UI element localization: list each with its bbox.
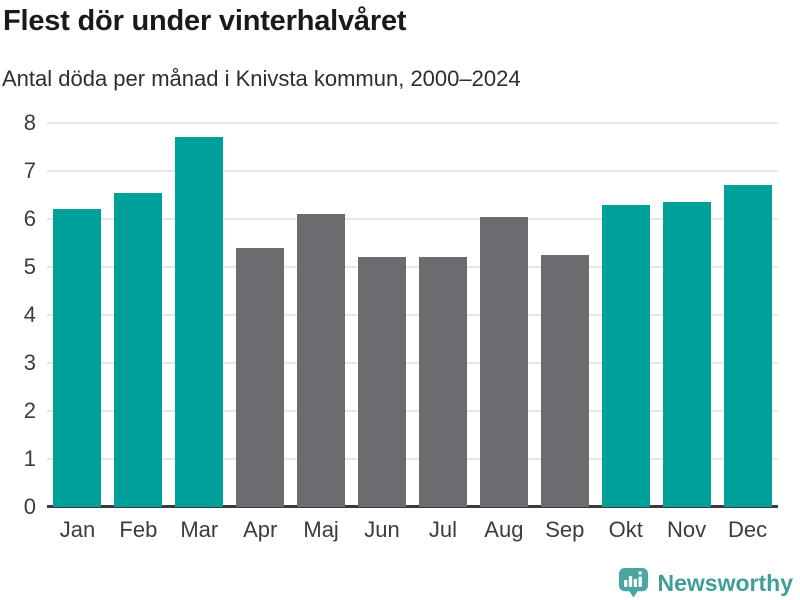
- bar-dec: [723, 185, 772, 507]
- plot-area: 0 1 2 3 4 5 6 7 8 Jan Feb Mar Apr Maj Jun Jul Aug Sep Okt N…: [24, 112, 778, 541]
- x-axis-line: [47, 505, 778, 508]
- x-tick-label-jul: Jul: [428, 517, 458, 542]
- gridline-y2: [47, 410, 778, 412]
- bar-nov: [662, 202, 711, 507]
- gridline-y5: [47, 266, 778, 268]
- chart-subtitle: Antal döda per månad i Knivsta kommun, 2…: [2, 66, 521, 91]
- x-tick-label-jan: Jan: [59, 517, 96, 542]
- bar-jul: [418, 257, 467, 507]
- x-tick-label-aug: Aug: [484, 517, 524, 542]
- x-tick-label-jun: Jun: [364, 517, 400, 542]
- y-tick-label-0: 0: [23, 494, 36, 519]
- gridline-y1: [47, 458, 778, 460]
- x-tick-label-mar: Mar: [180, 517, 219, 542]
- x-tick-label-nov: Nov: [667, 517, 707, 542]
- y-tick-label-2: 2: [23, 398, 36, 423]
- gridline-y6: [47, 218, 778, 220]
- y-tick-label-7: 7: [23, 158, 36, 183]
- newsworthy-logo[interactable]: Newsworthy: [618, 567, 793, 598]
- bar-apr: [236, 247, 285, 507]
- bar-mar: [175, 137, 224, 507]
- chart-title: Flest dör under vinterhalvåret: [3, 5, 407, 37]
- bar-okt: [601, 204, 650, 507]
- y-tick-label-4: 4: [23, 302, 36, 327]
- bar-jan: [53, 209, 102, 507]
- y-tick-label-5: 5: [23, 254, 36, 279]
- bar-maj: [297, 214, 346, 507]
- newsworthy-logo-icon: [618, 567, 649, 598]
- newsworthy-logo-text: Newsworthy: [657, 569, 793, 596]
- bar-aug: [479, 216, 528, 507]
- bar-sep: [540, 255, 589, 507]
- x-tick-label-sep: Sep: [545, 517, 585, 542]
- y-tick-label-8: 8: [23, 110, 36, 135]
- x-tick-label-feb: Feb: [119, 517, 158, 542]
- x-tick-label-okt: Okt: [608, 517, 643, 542]
- gridline-y4: [47, 314, 778, 316]
- y-tick-label-3: 3: [23, 350, 36, 375]
- x-tick-label-dec: Dec: [727, 517, 768, 542]
- y-tick-label-1: 1: [23, 446, 36, 471]
- bar-jun: [358, 257, 407, 507]
- bar-feb: [114, 192, 163, 507]
- gridline-y3: [47, 362, 778, 364]
- gridline-y8: [47, 122, 778, 124]
- x-tick-label-apr: Apr: [243, 517, 278, 542]
- gridline-y7: [47, 170, 778, 172]
- x-tick-label-maj: Maj: [303, 517, 339, 542]
- y-tick-label-6: 6: [23, 206, 36, 231]
